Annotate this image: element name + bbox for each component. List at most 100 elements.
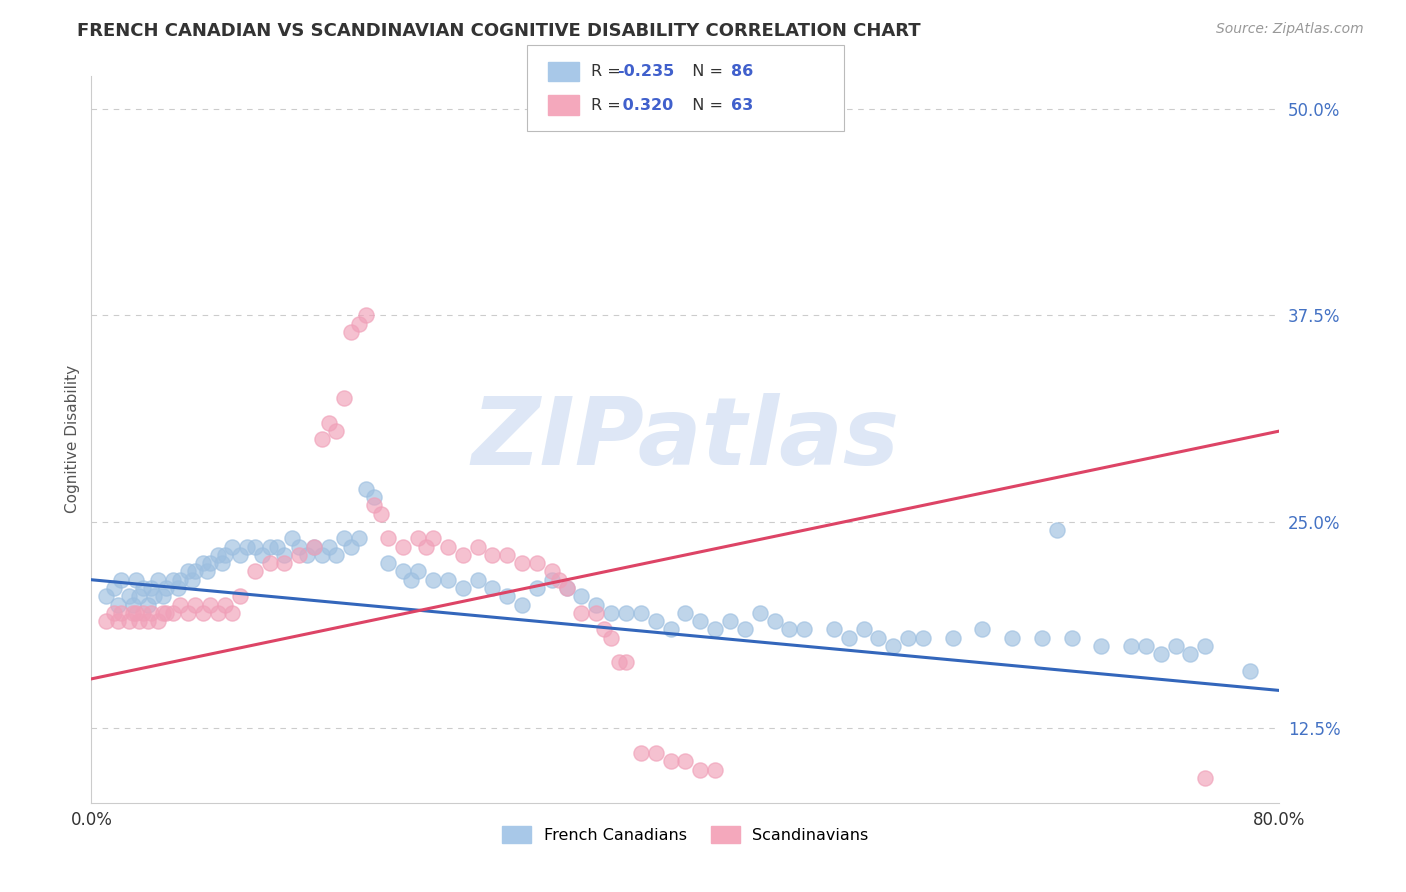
Point xyxy=(704,763,727,777)
Point xyxy=(325,424,347,438)
Point xyxy=(377,556,399,570)
Text: R =: R = xyxy=(591,98,626,112)
Point xyxy=(436,573,458,587)
Point xyxy=(207,548,229,562)
Point xyxy=(325,548,347,562)
Point xyxy=(184,565,207,579)
Point xyxy=(155,581,177,595)
Point xyxy=(122,606,145,620)
Point xyxy=(162,573,184,587)
Point xyxy=(592,623,614,637)
Point xyxy=(1135,639,1157,653)
Point xyxy=(214,548,236,562)
Y-axis label: Cognitive Disability: Cognitive Disability xyxy=(65,365,80,514)
Point xyxy=(96,614,118,628)
Text: Source: ZipAtlas.com: Source: ZipAtlas.com xyxy=(1216,22,1364,37)
Point xyxy=(897,631,920,645)
Point xyxy=(422,573,444,587)
Point xyxy=(1239,664,1261,678)
Point xyxy=(838,631,860,645)
Point xyxy=(585,598,607,612)
Point xyxy=(1060,631,1083,645)
Point xyxy=(734,623,756,637)
Point xyxy=(302,540,325,554)
Point xyxy=(152,589,174,603)
Text: -0.235: -0.235 xyxy=(617,64,675,78)
Point xyxy=(318,540,340,554)
Point xyxy=(510,556,533,570)
Point xyxy=(659,623,682,637)
Point xyxy=(630,746,652,760)
Point xyxy=(363,490,385,504)
Point xyxy=(139,606,162,620)
Point xyxy=(211,556,233,570)
Point xyxy=(136,598,159,612)
Point xyxy=(673,755,696,769)
Point xyxy=(555,581,578,595)
Point xyxy=(868,631,890,645)
Point xyxy=(259,540,281,554)
Point xyxy=(852,623,875,637)
Point xyxy=(614,606,637,620)
Point xyxy=(107,614,129,628)
Text: 86: 86 xyxy=(731,64,754,78)
Point xyxy=(169,598,191,612)
Point xyxy=(103,606,125,620)
Point xyxy=(266,540,288,554)
Point xyxy=(1001,631,1024,645)
Point xyxy=(392,540,415,554)
Point xyxy=(467,573,489,587)
Point xyxy=(288,548,311,562)
Point xyxy=(354,482,377,496)
Point xyxy=(1164,639,1187,653)
Text: 0.320: 0.320 xyxy=(617,98,673,112)
Point xyxy=(370,507,392,521)
Point xyxy=(132,606,155,620)
Point xyxy=(496,589,519,603)
Point xyxy=(748,606,770,620)
Point xyxy=(911,631,934,645)
Point xyxy=(122,598,145,612)
Point xyxy=(496,548,519,562)
Point xyxy=(481,548,503,562)
Point xyxy=(1149,647,1171,661)
Point xyxy=(467,540,489,554)
Point xyxy=(139,581,162,595)
Point xyxy=(214,598,236,612)
Point xyxy=(354,309,377,323)
Point xyxy=(614,656,637,670)
Point xyxy=(128,614,150,628)
Point xyxy=(1194,639,1216,653)
Text: R =: R = xyxy=(591,64,626,78)
Point xyxy=(333,532,356,546)
Point xyxy=(1046,523,1069,537)
Point xyxy=(169,573,191,587)
Point xyxy=(200,598,222,612)
Point xyxy=(882,639,904,653)
Point xyxy=(540,565,562,579)
Point xyxy=(377,532,399,546)
Point xyxy=(363,499,385,513)
Point xyxy=(132,581,155,595)
Point xyxy=(644,746,666,760)
Point xyxy=(273,556,295,570)
Point xyxy=(406,565,429,579)
Point xyxy=(181,573,204,587)
Point xyxy=(128,589,150,603)
Point xyxy=(422,532,444,546)
Point xyxy=(704,623,727,637)
Point xyxy=(600,606,623,620)
Point xyxy=(399,573,422,587)
Point xyxy=(148,573,170,587)
Point xyxy=(689,614,711,628)
Text: ZIPatlas: ZIPatlas xyxy=(471,393,900,485)
Point xyxy=(392,565,415,579)
Point xyxy=(347,317,370,331)
Point xyxy=(162,606,184,620)
Point xyxy=(117,614,139,628)
Point xyxy=(288,540,311,554)
Point xyxy=(110,606,132,620)
Point xyxy=(571,606,593,620)
Point xyxy=(972,623,994,637)
Point xyxy=(585,606,607,620)
